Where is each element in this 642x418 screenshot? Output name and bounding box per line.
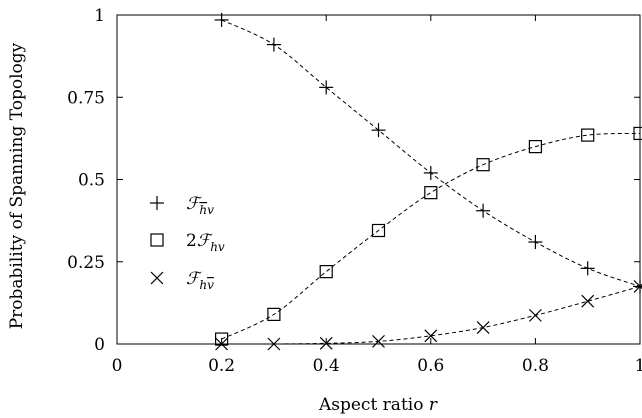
data-point-square <box>215 332 229 346</box>
data-point-square <box>371 223 386 238</box>
data-point-plus <box>266 37 281 52</box>
legend-label: ℱhv <box>186 194 214 217</box>
data-point-plus <box>319 80 334 95</box>
data-point-square <box>581 128 595 142</box>
x-tick-label: 0 <box>112 356 123 376</box>
data-point-cross <box>424 329 438 343</box>
data-points <box>214 12 642 351</box>
y-tick-label: 0 <box>94 335 105 355</box>
y-tick-label: 0.75 <box>67 88 105 108</box>
x-tick-label: 0.2 <box>208 356 235 376</box>
legend-marker-cross <box>150 271 164 285</box>
legend-marker-plus <box>150 196 164 210</box>
y-axis-label: Probability of Spanning Topology <box>7 42 27 329</box>
plot-frame <box>116 14 641 345</box>
data-point-plus <box>476 203 491 218</box>
data-point-square <box>528 140 543 154</box>
data-point-plus <box>423 165 438 180</box>
legend-marker-square <box>150 233 164 247</box>
legend-item: 2ℱhv <box>150 231 225 254</box>
legend-label: 2ℱhv <box>186 231 225 254</box>
y-tick-label: 0.5 <box>78 171 105 191</box>
y-tick-label: 1 <box>94 6 105 26</box>
data-point-square <box>476 158 490 172</box>
data-point-cross <box>372 334 385 348</box>
x-tick-label: 1 <box>635 356 642 376</box>
data-point-square <box>319 265 333 279</box>
fit-curve-2 <box>221 132 641 340</box>
x-tick-label: 0.4 <box>313 356 340 376</box>
fit-curve-1 <box>221 19 641 287</box>
data-point-plus <box>371 123 386 138</box>
data-point-cross <box>528 308 542 322</box>
legend-item: ℱhv <box>150 269 214 292</box>
data-point-cross <box>319 336 333 350</box>
data-point-square <box>267 307 281 321</box>
data-point-cross <box>476 321 490 334</box>
legend-item: ℱhv <box>150 194 214 217</box>
data-point-plus <box>580 261 595 276</box>
legend-label: ℱhv <box>186 269 214 292</box>
svg-text:Aspect ratio r: Aspect ratio r <box>318 395 438 415</box>
axis-ticks: 0 0.2 0.4 0.6 0.8 1 0 0.25 0.5 0.75 1 <box>67 6 642 376</box>
y-tick-label: 0.25 <box>67 253 105 273</box>
data-point-cross <box>581 294 595 308</box>
x-tick-label: 0.8 <box>522 356 549 376</box>
data-point-plus <box>528 235 543 250</box>
fit-curves <box>221 19 641 345</box>
data-point-square <box>424 186 438 200</box>
legend: ℱhv 2ℱhv ℱhv <box>150 194 225 292</box>
x-tick-label: 0.6 <box>417 356 444 376</box>
x-axis-label: Aspect ratio r <box>318 395 438 415</box>
